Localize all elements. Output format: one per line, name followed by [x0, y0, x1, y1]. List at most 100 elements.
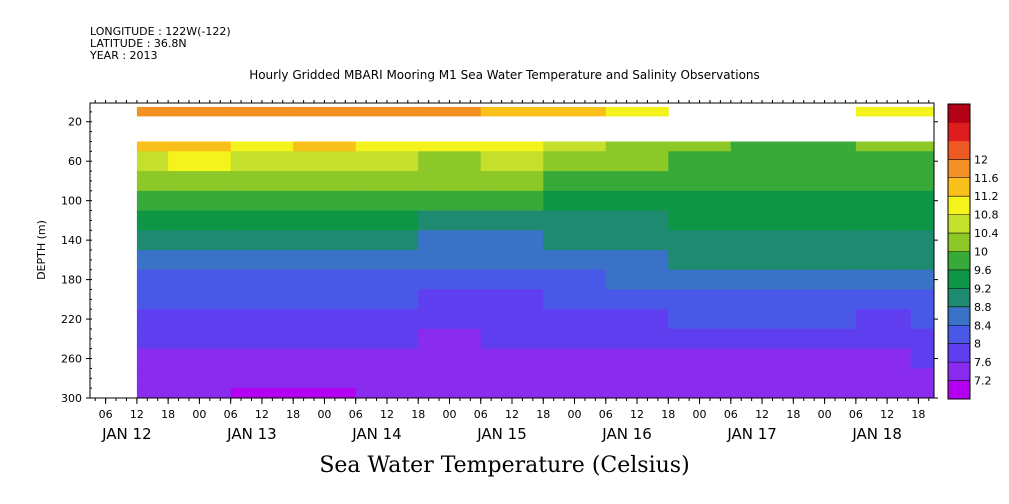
heatmap-cell: [418, 230, 482, 251]
heatmap-cell: [543, 151, 607, 172]
heatmap-cell: [793, 388, 857, 399]
heatmap-cell: [605, 171, 669, 192]
heatmap-cell: [480, 289, 544, 310]
colorbar-swatch: [948, 362, 970, 381]
heatmap-cell: [668, 388, 732, 399]
x-tick-label: 12: [380, 408, 394, 421]
x-tick-label: 06: [724, 408, 738, 421]
colorbar-label: 11.6: [974, 172, 999, 185]
heatmap-cell: [605, 348, 669, 369]
heatmap-cell: [730, 368, 794, 389]
heatmap-cell: [230, 171, 294, 192]
heatmap-cell: [480, 348, 544, 369]
x-tick-label: 00: [442, 408, 456, 421]
colorbar-label: 8.8: [974, 301, 992, 314]
heatmap-cell: [168, 289, 232, 310]
heatmap-cell: [543, 210, 607, 231]
heatmap-cell: [668, 309, 732, 330]
heatmap-cell: [543, 289, 607, 310]
heatmap-cell: [910, 190, 935, 211]
colorbar-label: 7.6: [974, 356, 992, 369]
heatmap-cell: [355, 368, 419, 389]
colorbar-label: 10: [974, 246, 988, 259]
heatmap-cell: [230, 106, 294, 117]
heatmap-cell: [793, 289, 857, 310]
heatmap-cell: [136, 141, 169, 152]
heatmap-cell: [480, 269, 544, 290]
colorbar-title: Sea Water Temperature (Celsius): [319, 453, 690, 478]
x-tick-label: 00: [693, 408, 707, 421]
heatmap-cell: [168, 210, 232, 231]
colorbar-swatch: [948, 177, 970, 197]
x-tick-label: 18: [911, 408, 925, 421]
heatmap-cell: [293, 289, 357, 310]
heatmap-cell: [543, 106, 607, 117]
heatmap-cell: [230, 190, 294, 211]
x-tick-label: 06: [349, 408, 363, 421]
heatmap-cell: [293, 269, 357, 290]
x-tick-label: 18: [661, 408, 675, 421]
x-tick-label: 12: [255, 408, 269, 421]
heatmap-cell: [793, 309, 857, 330]
heatmap-cell: [668, 368, 732, 389]
heatmap-cell: [168, 328, 232, 350]
heatmap-cell: [855, 309, 912, 330]
x-tick-label: 00: [317, 408, 331, 421]
y-axis-ticks: 20 60 100 140 180 220 260 300: [61, 111, 938, 405]
heatmap-cell: [668, 348, 732, 369]
y-axis-label: DEPTH (m): [35, 220, 48, 280]
heatmap-cell: [668, 171, 732, 192]
heatmap-cell: [355, 250, 419, 271]
heatmap-cell: [168, 309, 232, 330]
heatmap-cell: [730, 250, 794, 271]
heatmap-cell: [480, 250, 544, 271]
heatmap-cell: [293, 190, 357, 211]
heatmap-cell: [730, 230, 794, 251]
heatmap-cell: [230, 250, 294, 271]
heatmap-cell: [910, 230, 935, 251]
heatmap-cell: [293, 151, 357, 172]
heatmap-cell: [136, 106, 169, 117]
heatmap-cell: [793, 230, 857, 251]
colorbar-label: 11.2: [974, 190, 999, 203]
heatmap-cell: [730, 171, 794, 192]
heatmap-cell: [793, 171, 857, 192]
heatmap-cell: [230, 151, 294, 172]
heatmap-cell: [230, 269, 294, 290]
heatmap-cell: [355, 106, 419, 117]
heatmap-cell: [355, 289, 419, 310]
heatmap-cell: [480, 309, 544, 330]
heatmap-cell: [793, 368, 857, 389]
heatmap-cell: [418, 190, 482, 211]
heatmap-cell: [855, 230, 912, 251]
heatmap-cell: [668, 230, 732, 251]
heatmap-cell: [730, 141, 794, 152]
heatmap-cell: [168, 106, 232, 117]
heatmap-cell: [136, 151, 169, 172]
heatmap-cell: [668, 250, 732, 271]
heatmap-cell: [230, 141, 294, 152]
heatmap-cell: [605, 190, 669, 211]
heatmap-cell: [543, 190, 607, 211]
x-tick-label: 00: [568, 408, 582, 421]
heatmap-cell: [480, 328, 544, 350]
heatmap-cell: [855, 368, 912, 389]
heatmap-cell: [480, 190, 544, 211]
y-tick-label: 220: [61, 313, 82, 326]
colorbar-swatch: [948, 196, 970, 215]
heatmap-cell: [910, 141, 935, 152]
x-tick-label: 12: [755, 408, 769, 421]
heatmap-cell: [418, 309, 482, 330]
heatmap-cell: [793, 151, 857, 172]
heatmap-cell: [730, 348, 794, 369]
heatmap-cell: [793, 141, 857, 152]
heatmap-cell: [855, 151, 912, 172]
heatmap-cell: [605, 269, 669, 290]
heatmap-cell: [605, 230, 669, 251]
x-tick-label: 06: [474, 408, 488, 421]
heatmap-cells: [136, 106, 935, 399]
x-tick-label: 18: [786, 408, 800, 421]
heatmap-cell: [168, 230, 232, 251]
heatmap-cell: [855, 190, 912, 211]
heatmap-cell: [136, 171, 169, 192]
